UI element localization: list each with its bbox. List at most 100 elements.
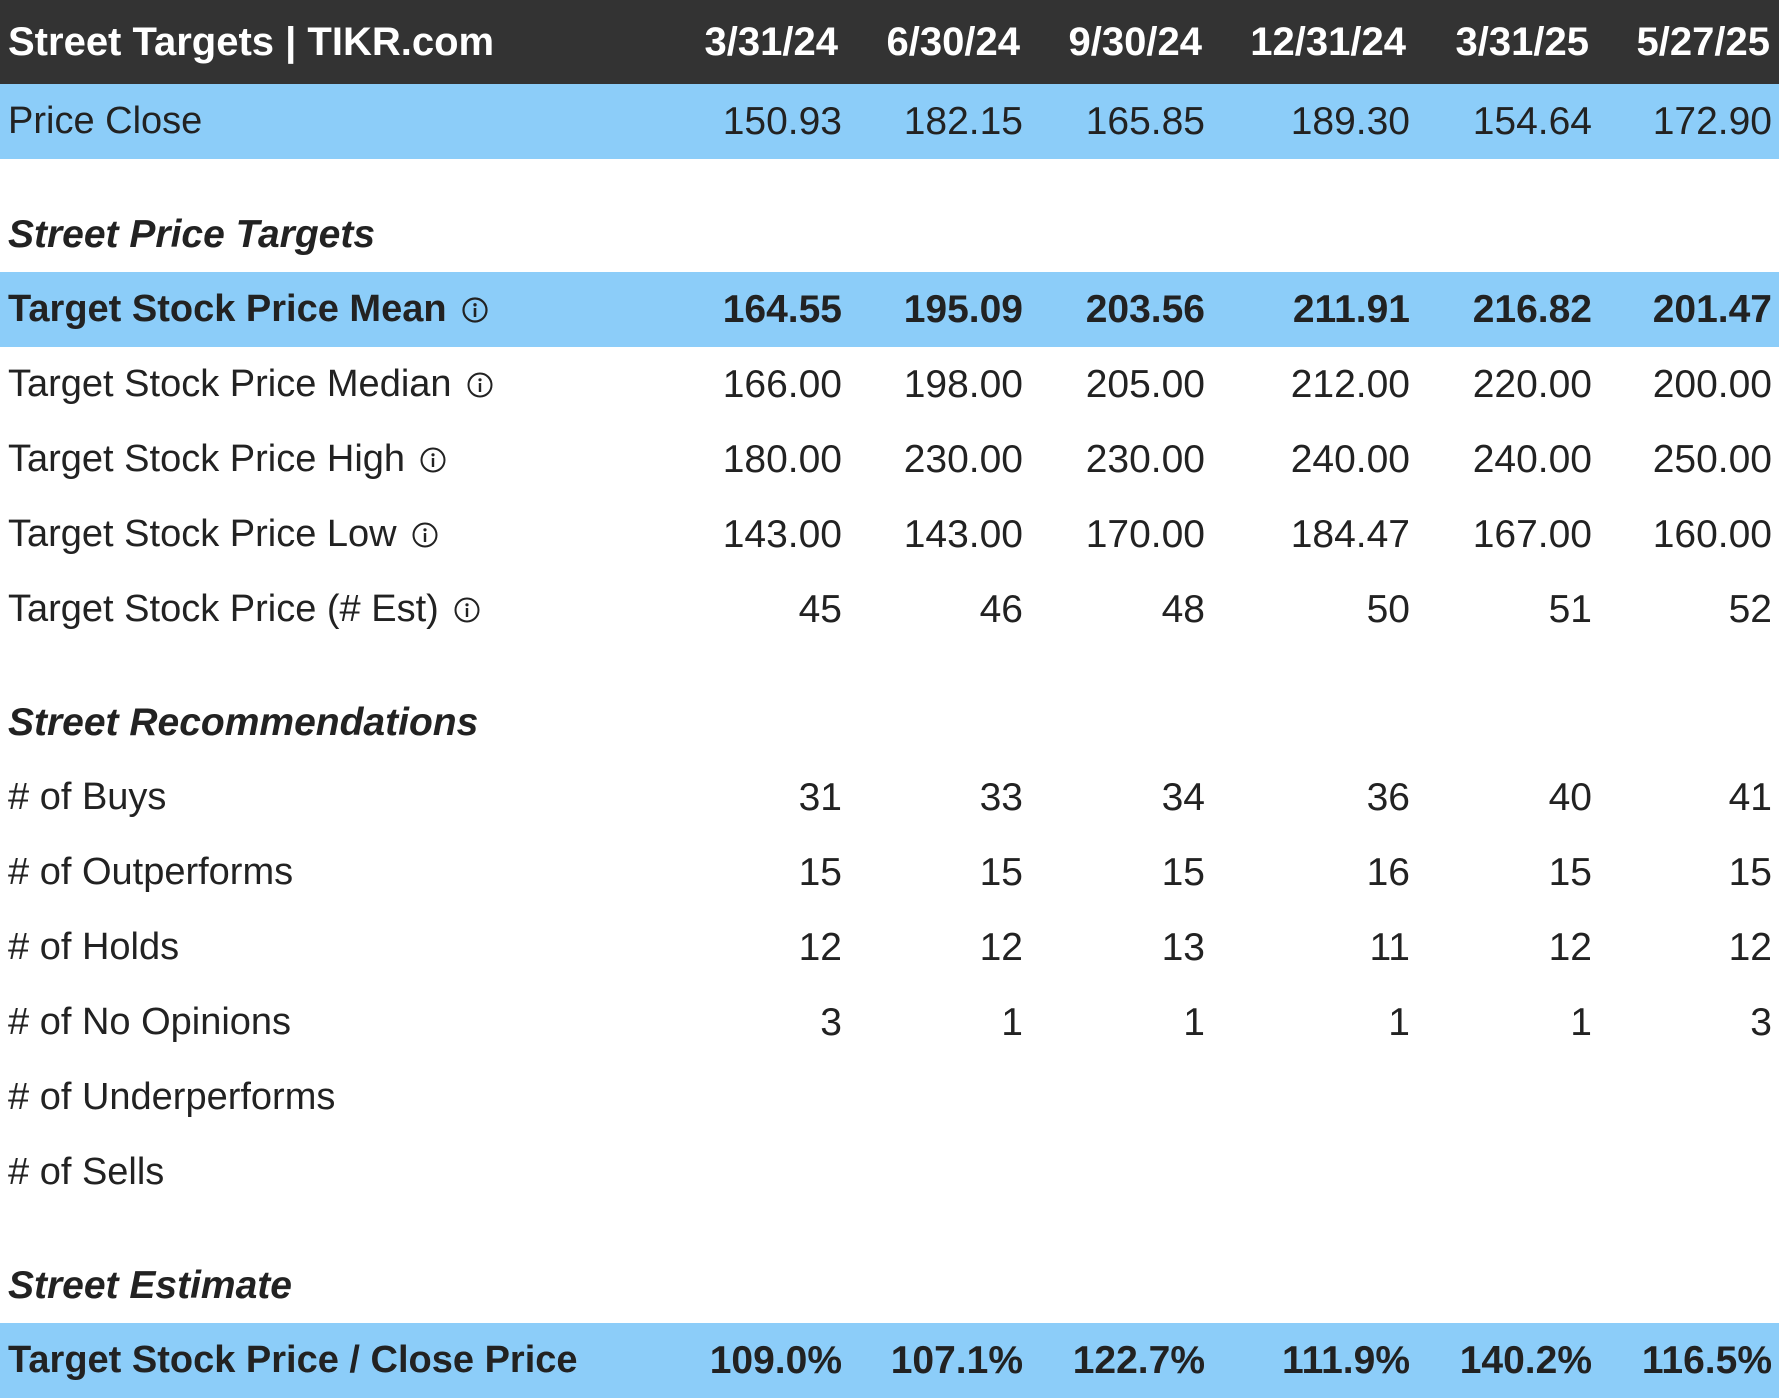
row-label: Target Stock Price / Close Price <box>8 1339 578 1381</box>
cell: 240.00 <box>1472 437 1592 481</box>
cell: 48 <box>1161 587 1205 631</box>
cell: 122.7% <box>1072 1338 1205 1382</box>
cell: 203.56 <box>1085 287 1205 331</box>
cell: 12 <box>798 925 842 969</box>
cell: 15 <box>1728 850 1772 894</box>
row-label: # of Holds <box>8 926 180 968</box>
cell: 34 <box>1161 775 1205 819</box>
cell: 160.00 <box>1652 512 1772 556</box>
cell: 45 <box>798 587 842 631</box>
row-label: # of Sells <box>8 1151 165 1193</box>
cell: 50 <box>1366 587 1410 631</box>
underperforms-row: # of Underperforms <box>0 1060 1779 1135</box>
info-icon[interactable] <box>466 371 494 399</box>
date-col-5: 3/31/25 <box>1455 19 1589 64</box>
buys-row: # of Buys 31 33 34 36 40 41 <box>0 760 1779 835</box>
cell: 172.90 <box>1652 99 1772 143</box>
row-label: Target Stock Price (# Est) <box>8 588 439 630</box>
section-title: Street Recommendations <box>8 700 479 744</box>
spacer <box>0 647 1779 685</box>
cell: 240.00 <box>1290 437 1410 481</box>
cell: 167.00 <box>1472 512 1592 556</box>
info-icon[interactable] <box>453 596 481 624</box>
cell: 3 <box>1750 1000 1772 1044</box>
cell: 166.00 <box>722 362 842 406</box>
no-opinions-row: # of No Opinions 3 1 1 1 1 3 <box>0 985 1779 1060</box>
cell: 16 <box>1366 850 1410 894</box>
date-col-2: 6/30/24 <box>886 19 1020 64</box>
cell: 107.1% <box>890 1338 1023 1382</box>
date-col-1: 3/31/24 <box>704 19 838 64</box>
cell: 1 <box>1570 1000 1592 1044</box>
target-est-count-row: Target Stock Price (# Est) 45 46 48 50 5… <box>0 572 1779 647</box>
cell: 198.00 <box>903 362 1023 406</box>
cell: 165.85 <box>1085 99 1205 143</box>
cell: 3 <box>820 1000 842 1044</box>
cell: 13 <box>1161 925 1205 969</box>
info-icon[interactable] <box>461 296 489 324</box>
cell: 230.00 <box>903 437 1023 481</box>
cell: 250.00 <box>1652 437 1772 481</box>
cell: 116.5% <box>1641 1338 1772 1382</box>
row-label: Target Stock Price High <box>8 438 406 480</box>
cell: 1 <box>1388 1000 1410 1044</box>
cell: 109.0% <box>709 1338 842 1382</box>
cell: 212.00 <box>1290 362 1410 406</box>
cell: 46 <box>979 587 1023 631</box>
target-median-row: Target Stock Price Median 166.00 198.00 … <box>0 347 1779 422</box>
price-close-row: Price Close 150.93 182.15 165.85 189.30 … <box>0 84 1779 159</box>
holds-row: # of Holds 12 12 13 11 12 12 <box>0 910 1779 985</box>
cell: 12 <box>1728 925 1772 969</box>
info-icon[interactable] <box>411 521 439 549</box>
date-col-3: 9/30/24 <box>1068 19 1202 64</box>
spacer <box>0 159 1779 197</box>
cell: 33 <box>979 775 1023 819</box>
cell: 52 <box>1728 587 1772 631</box>
cell: 164.55 <box>722 287 842 331</box>
table-title: Street Targets | TIKR.com <box>8 19 495 64</box>
cell: 230.00 <box>1085 437 1205 481</box>
cell: 216.82 <box>1472 287 1592 331</box>
cell: 201.47 <box>1652 287 1772 331</box>
cell: 15 <box>1161 850 1205 894</box>
target-low-row: Target Stock Price Low 143.00 143.00 170… <box>0 497 1779 572</box>
cell: 200.00 <box>1652 362 1772 406</box>
row-label: Target Stock Price Mean <box>8 288 447 330</box>
cell: 150.93 <box>722 99 842 143</box>
row-label: Price Close <box>8 100 203 142</box>
cell: 12 <box>1548 925 1592 969</box>
cell: 111.9% <box>1282 1338 1410 1382</box>
target-mean-row: Target Stock Price Mean 164.55 195.09 20… <box>0 272 1779 347</box>
cell: 12 <box>979 925 1023 969</box>
cell: 182.15 <box>903 99 1023 143</box>
target-close-ratio-row: Target Stock Price / Close Price 109.0% … <box>0 1323 1779 1398</box>
info-icon[interactable] <box>419 446 447 474</box>
cell: 51 <box>1548 587 1592 631</box>
cell: 154.64 <box>1472 99 1592 143</box>
cell: 211.91 <box>1292 287 1410 331</box>
cell: 180.00 <box>722 437 842 481</box>
sells-row: # of Sells <box>0 1135 1779 1210</box>
cell: 1 <box>1001 1000 1023 1044</box>
row-label: # of Buys <box>8 776 167 818</box>
outperforms-row: # of Outperforms 15 15 15 16 15 15 <box>0 835 1779 910</box>
section-title: Street Estimate <box>8 1263 292 1307</box>
section-title: Street Price Targets <box>8 212 376 256</box>
cell: 36 <box>1366 775 1410 819</box>
section-heading-recommendations: Street Recommendations <box>0 685 1779 760</box>
cell: 184.47 <box>1290 512 1410 556</box>
date-col-4: 12/31/24 <box>1250 19 1406 64</box>
cell: 31 <box>798 775 842 819</box>
cell: 189.30 <box>1290 99 1410 143</box>
cell: 15 <box>979 850 1023 894</box>
row-label: # of Underperforms <box>8 1076 336 1118</box>
cell: 205.00 <box>1085 362 1205 406</box>
cell: 140.2% <box>1459 1338 1592 1382</box>
cell: 1 <box>1183 1000 1205 1044</box>
cell: 11 <box>1369 925 1411 969</box>
row-label: # of Outperforms <box>8 851 294 893</box>
cell: 41 <box>1728 775 1772 819</box>
row-label: Target Stock Price Median <box>8 363 452 405</box>
section-heading-price-targets: Street Price Targets <box>0 197 1779 272</box>
